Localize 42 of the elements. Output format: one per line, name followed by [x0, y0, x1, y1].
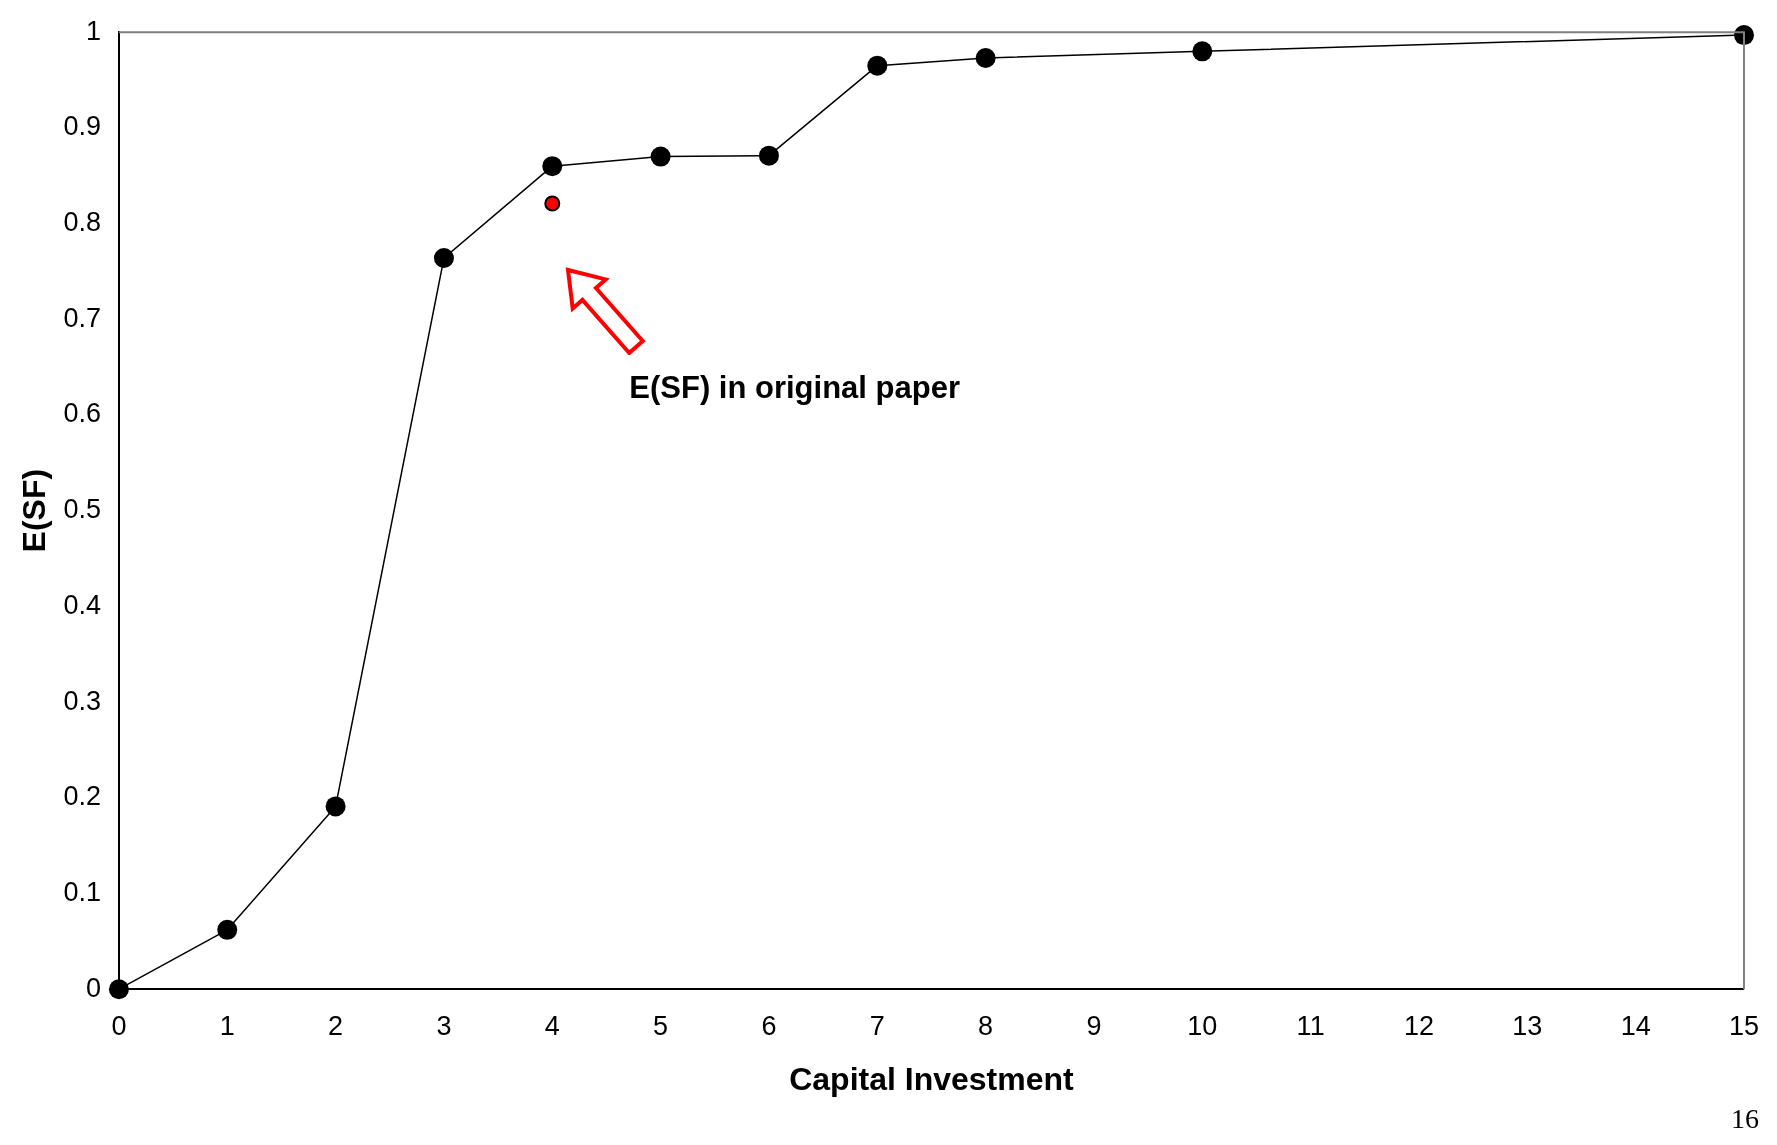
x-tick-label: 13: [1512, 1010, 1543, 1041]
y-tick-label: 0.6: [63, 398, 101, 429]
point: [867, 55, 888, 76]
x-tick-label: 9: [1086, 1010, 1102, 1041]
x-tick-label: 3: [436, 1010, 452, 1041]
x-tick-label: 1: [219, 1010, 235, 1041]
x-tick-label: 10: [1187, 1010, 1218, 1041]
x-tick-label: 12: [1403, 1010, 1434, 1041]
x-tick-label: 6: [761, 1010, 777, 1041]
annotation: E(SF) in original paper: [629, 370, 960, 406]
point: [433, 248, 454, 269]
x-tick-label: 2: [328, 1010, 344, 1041]
x-tick-label: 7: [869, 1010, 885, 1041]
point: [542, 156, 563, 177]
x-tick-label: 0: [111, 1010, 127, 1041]
point: [108, 979, 129, 1000]
x-axis-title: Capital Investment: [789, 1060, 1075, 1097]
x-tick-label: 15: [1728, 1010, 1760, 1041]
y-tick-label: 0: [85, 972, 101, 1003]
point: [544, 195, 561, 212]
point: [325, 796, 346, 817]
x-tick-label: 14: [1620, 1010, 1651, 1041]
text: 16: [1731, 1103, 1759, 1134]
point: [217, 919, 238, 940]
y-tick-label: 0.1: [63, 876, 101, 907]
point: [758, 145, 779, 166]
y-tick-label: 1: [85, 15, 101, 46]
y-tick-label: 0.7: [63, 302, 101, 333]
y-tick-label: 0.8: [63, 207, 101, 238]
x-tick-label: 11: [1296, 1010, 1325, 1041]
y-tick-label: 0.9: [63, 111, 101, 142]
point: [975, 48, 996, 69]
y-tick-label: 0.2: [63, 781, 101, 812]
point: [650, 146, 671, 167]
x-tick-label: 4: [544, 1010, 560, 1041]
y-tick-label: 0.5: [63, 494, 101, 525]
y-axis-title: E(SF): [16, 468, 53, 553]
x-tick-label: 5: [653, 1010, 669, 1041]
y-tick-label: 0.4: [63, 589, 101, 620]
point: [1192, 41, 1213, 62]
y-tick-label: 0.3: [63, 685, 101, 716]
x-tick-label: 8: [978, 1010, 994, 1041]
